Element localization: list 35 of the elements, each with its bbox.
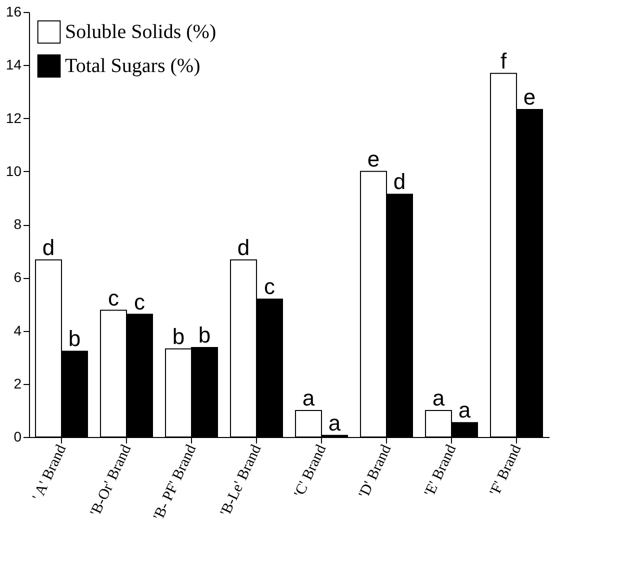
- y-tick-label: 10: [6, 162, 22, 179]
- x-tick-label: 'D' Brand: [356, 442, 395, 501]
- data-label: d: [393, 169, 406, 194]
- legend-label: Total Sugars (%): [65, 55, 200, 77]
- data-label: d: [42, 234, 55, 260]
- legend-label: Soluble Solids (%): [65, 21, 216, 43]
- data-label: a: [328, 410, 342, 436]
- y-tick-label: 2: [14, 375, 22, 392]
- data-label: b: [198, 322, 211, 348]
- data-label: d: [237, 234, 250, 260]
- data-label: b: [68, 326, 81, 352]
- y-tick-label: 16: [6, 4, 22, 20]
- data-label: a: [458, 398, 472, 423]
- data-label: a: [432, 385, 446, 410]
- y-tick-label: 12: [6, 110, 22, 126]
- x-tick-label: 'B-Or' Brand: [88, 442, 135, 519]
- y-tick-label: 0: [14, 428, 22, 444]
- data-label: c: [108, 285, 119, 310]
- y-tick-label: 14: [6, 56, 22, 73]
- y-tick-label: 6: [14, 269, 22, 286]
- x-tick-label: 'E' Brand: [422, 442, 460, 500]
- data-label: a: [302, 385, 316, 410]
- x-tick-label: 'B- PF' Brand: [150, 442, 200, 523]
- data-label: c: [264, 274, 275, 300]
- x-tick-label: 'B-Le' Brand: [218, 442, 265, 519]
- y-tick-label: 4: [14, 322, 22, 338]
- data-label: b: [172, 324, 185, 349]
- data-label: c: [134, 289, 145, 314]
- data-label: f: [500, 48, 508, 74]
- x-tick-label: 'F' Brand: [487, 442, 525, 498]
- x-tick-label: ' A' Brand: [30, 442, 70, 504]
- y-tick-label: 8: [14, 216, 22, 232]
- x-tick-label: 'C' Brand: [292, 442, 330, 500]
- data-label: e: [367, 146, 380, 172]
- data-label: e: [523, 84, 536, 110]
